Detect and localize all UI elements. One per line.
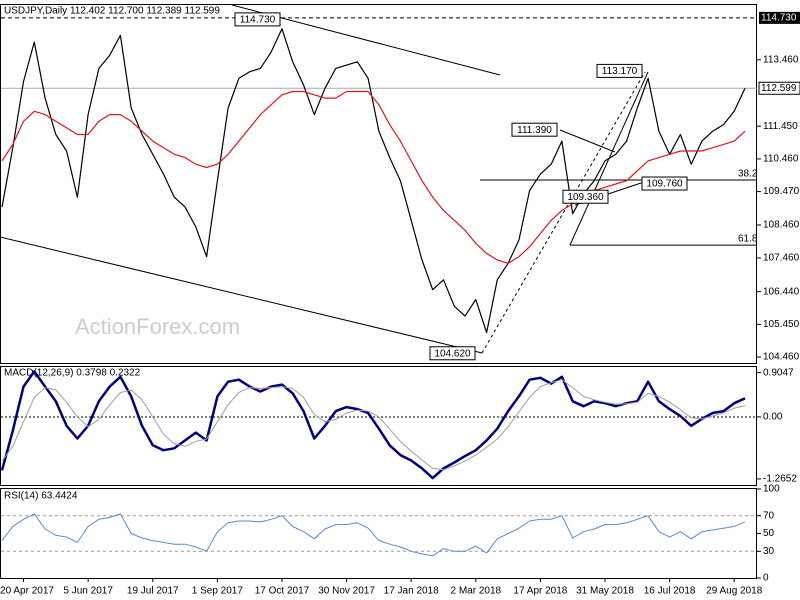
price-panel	[0, 4, 757, 364]
x-tick-label: 17 Apr 2018	[513, 586, 567, 597]
x-tick-label: 20 Apr 2017	[0, 586, 54, 597]
x-tick-label: 5 Jun 2017	[63, 586, 113, 597]
x-tick-label: 19 Jul 2017	[127, 586, 179, 597]
trend-line	[0, 236, 483, 354]
y-tick-label: 105.450	[763, 319, 800, 330]
y-tick-label: 107.460	[763, 253, 800, 264]
y-tick-label: 50	[763, 528, 775, 539]
y-tick-label: 0.00	[763, 412, 783, 423]
y-tick-label: 111.450	[763, 121, 798, 132]
x-tick-label: 17 Jan 2018	[384, 586, 439, 597]
annotation-label: 109.760	[646, 179, 683, 190]
x-tick-label: 17 Oct 2017	[255, 586, 310, 597]
series-line	[1, 379, 746, 471]
annotation-label: 104.620	[434, 348, 471, 359]
current-label: 112.599	[761, 83, 797, 94]
macd-title: MACD(12,26,9) 0.3798 0.2322	[4, 368, 141, 379]
fib-label: 61.8	[738, 234, 758, 245]
series-line	[1, 513, 746, 557]
y-tick-label: -1.2652	[763, 474, 797, 485]
x-tick-label: 1 Sep 2017	[192, 586, 244, 597]
y-tick-label: 30	[763, 546, 775, 557]
annotation-box	[641, 176, 688, 191]
y-tick-label: 104.460	[763, 352, 800, 363]
y-tick-label: 113.460	[763, 54, 799, 65]
fib-label: 38.2	[738, 169, 758, 180]
x-tick-label: 31 May 2018	[576, 586, 634, 597]
y-tick-label: 110.460	[763, 154, 799, 165]
annotation-box	[562, 189, 609, 204]
macd-panel	[0, 366, 757, 486]
high-label: 114.730	[761, 13, 797, 24]
annotation-label: 114.730	[240, 15, 276, 26]
rsi-title: RSI(14) 63.4424	[4, 491, 78, 502]
series-line	[1, 28, 746, 334]
annotation-box	[429, 346, 476, 361]
annotation-label: 113.170	[602, 66, 638, 77]
annotation-box	[511, 122, 558, 137]
high-label-box	[759, 11, 800, 24]
y-tick-label: 109.470	[763, 186, 800, 197]
annotation-label: 111.390	[517, 125, 552, 136]
x-tick-label: 29 Aug 2018	[706, 586, 763, 597]
series-line	[0, 370, 746, 480]
chart-title: USDJPY,Daily 112.402 112.700 112.389 112…	[4, 6, 220, 17]
rsi-panel	[0, 488, 757, 579]
x-tick-label: 16 Jul 2018	[644, 586, 696, 597]
annotation-label: 109.360	[567, 192, 604, 203]
y-tick-label: 100	[763, 484, 780, 495]
y-tick-label: 70	[763, 510, 775, 521]
current-label-box	[758, 81, 800, 95]
y-tick-label: 106.440	[763, 286, 800, 297]
watermark: ActionForex.com	[75, 314, 240, 339]
series-line	[1, 90, 746, 264]
annotation-box	[234, 12, 281, 27]
y-tick-label: 108.460	[763, 220, 800, 231]
x-tick-label: 30 Nov 2017	[318, 586, 375, 597]
trend-line	[559, 129, 616, 153]
x-tick-label: 2 Mar 2018	[451, 586, 502, 597]
annotation-box	[596, 63, 643, 78]
trend-line	[481, 71, 646, 354]
y-tick-label: 0	[763, 573, 769, 584]
y-tick-label: 0.9047	[763, 367, 794, 378]
